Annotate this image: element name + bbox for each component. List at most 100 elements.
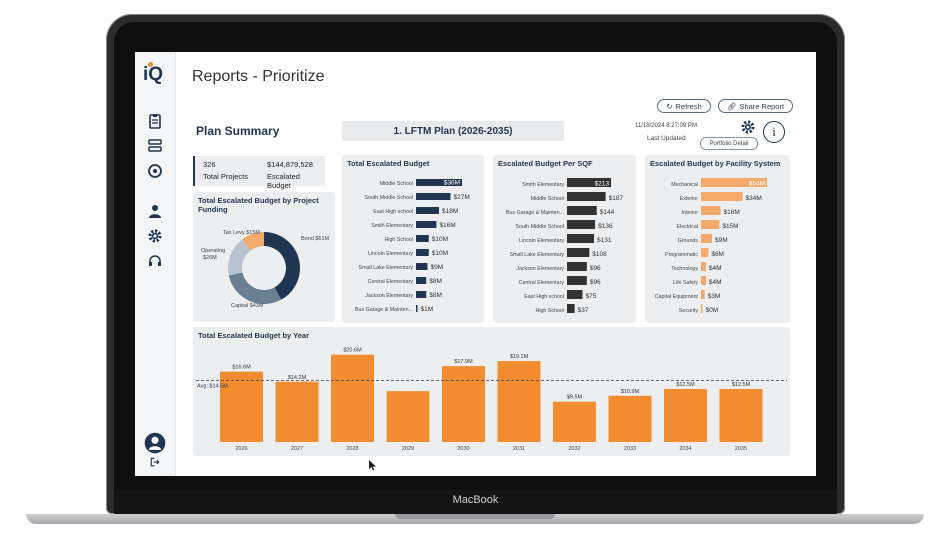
- year-bar: [497, 361, 541, 442]
- donut-slice: [242, 232, 264, 251]
- total-budget-chart: Middle School $36M South Middle School $27M…: [355, 179, 470, 313]
- clipboard-icon[interactable]: [146, 112, 164, 130]
- bar-value-label: $131: [597, 237, 612, 244]
- category-label: Security: [679, 308, 698, 314]
- funding-panel: Total Escalated Budget by Project Fundin…: [193, 192, 335, 322]
- category-label: Mechanical: [671, 182, 698, 188]
- plan-summary-heading: Plan Summary: [196, 124, 280, 138]
- logout-icon[interactable]: [149, 456, 161, 468]
- refresh-icon: ↻: [666, 101, 673, 111]
- mouse-cursor-icon: [369, 460, 376, 471]
- donut-label-value: $26M: [203, 255, 217, 261]
- logo-dot: [148, 62, 153, 67]
- dashboard-icon[interactable]: [146, 162, 164, 180]
- category-label: Central Elementary: [368, 279, 414, 285]
- app-logo[interactable]: iQ: [143, 64, 164, 85]
- donut-label: Tax Levy $15M: [223, 230, 260, 236]
- category-label: Grounds: [678, 238, 699, 244]
- bar-value-label: $36M: [444, 180, 460, 187]
- year-bar: [386, 391, 430, 442]
- year-tick-label: 2027: [291, 446, 303, 452]
- category-label: Jackson Elementary: [516, 266, 564, 272]
- category-label: High School: [535, 308, 564, 314]
- donut-label: Bond $61M: [301, 236, 330, 242]
- kpi-card: 326 Total Projects $144,879,528 Escalate…: [193, 156, 325, 190]
- bar: [567, 234, 595, 243]
- bar-value-label: $27M: [454, 194, 470, 201]
- category-label: Lincoln Elementary: [368, 251, 413, 257]
- gear-icon[interactable]: [146, 227, 164, 245]
- year-tick-label: 2034: [679, 446, 691, 452]
- bar-value-label: $10M: [432, 236, 448, 243]
- timestamp: 11/18/2024 8:27:09 PM: [635, 123, 697, 129]
- year-tick-label: 2030: [457, 446, 469, 452]
- year-bar: [608, 395, 652, 442]
- plan-selector[interactable]: 1. LFTM Plan (2026-2035): [342, 121, 564, 141]
- bar: [416, 221, 437, 228]
- category-label: Programmatic: [665, 252, 698, 258]
- year-bar: [331, 354, 374, 442]
- funding-donut-chart: Bond $61M Capital $43M Operating$26M Tax Le…: [201, 230, 330, 309]
- category-label: Jackson Elementary: [365, 293, 413, 299]
- share-report-button[interactable]: 🔗︎ Share Report: [718, 99, 793, 113]
- per-sqf-chart: Smith Elementary $213 Middle School $187 Bus…: [506, 178, 623, 314]
- category-label: Technology: [671, 266, 698, 272]
- bar: [701, 178, 767, 187]
- category-label: Small Lake Elementary: [359, 265, 414, 271]
- donut-slice: [228, 239, 251, 276]
- bar: [416, 305, 418, 312]
- category-label: Life Safety: [673, 280, 698, 286]
- bar: [701, 262, 706, 271]
- bar: [567, 276, 587, 285]
- year-value-label: $10.9M: [621, 389, 640, 395]
- headset-icon[interactable]: [146, 252, 164, 270]
- bar: [416, 193, 451, 200]
- by-year-title: Total Escalated Budget by Year: [198, 331, 310, 340]
- category-label: Small Lake Elementary: [510, 252, 565, 258]
- year-value-label: $14.2M: [288, 375, 307, 381]
- bar: [567, 304, 575, 313]
- category-label: East High school: [524, 294, 564, 300]
- total-projects-label: Total Projects: [203, 172, 249, 181]
- total-budget-panel: Total Escalated Budget Middle School $36M…: [342, 155, 484, 323]
- year-value-label: $12.5M: [732, 382, 751, 388]
- bar-value-label: $16M: [724, 209, 740, 216]
- per-sqf-title: Escalated Budget Per SQF: [498, 159, 593, 168]
- bar: [567, 192, 606, 201]
- bar-value-label: $136: [598, 223, 613, 230]
- facility-system-panel: Escalated Budget by Facility System Mech…: [645, 155, 790, 323]
- bar-value-label: $3M: [708, 293, 721, 300]
- bar: [567, 206, 597, 215]
- portfolio-detail-button[interactable]: Portfolio Detail: [700, 137, 758, 150]
- year-tick-label: 2028: [346, 446, 358, 452]
- bar-value-label: $16M: [439, 222, 455, 229]
- list-icon[interactable]: [146, 137, 164, 155]
- account-icon[interactable]: [144, 432, 166, 454]
- average-label: Avg: $14.5M: [197, 384, 228, 390]
- settings-gear-icon[interactable]: [740, 119, 756, 135]
- total-projects-value: 326: [203, 160, 216, 169]
- refresh-button[interactable]: ↻ Refresh: [657, 99, 711, 113]
- per-sqf-panel: Escalated Budget Per SQF Smith Elementar…: [493, 155, 636, 323]
- year-tick-label: 2026: [235, 446, 247, 452]
- year-value-label: $17.9M: [454, 359, 473, 365]
- bar: [416, 249, 429, 256]
- category-label: Central Elementary: [519, 280, 565, 286]
- bar-value-label: $9M: [715, 237, 728, 244]
- bar-value-label: $18M: [442, 208, 458, 215]
- bar: [567, 262, 587, 271]
- bar: [701, 234, 712, 243]
- year-bar: [719, 389, 763, 442]
- bar: [701, 290, 705, 299]
- category-label: Lincoln Elementary: [519, 238, 564, 244]
- category-label: South Middle School: [364, 195, 413, 201]
- year-value-label: $19.1M: [510, 354, 529, 360]
- category-label: Exterior: [680, 196, 698, 202]
- year-tick-label: 2032: [568, 446, 580, 452]
- bar-value-label: $15M: [722, 223, 738, 230]
- bar-value-label: $108: [592, 251, 607, 258]
- category-label: High School: [384, 237, 413, 243]
- bar-value-label: $1M: [421, 306, 434, 313]
- info-button[interactable]: i: [763, 121, 785, 143]
- user-icon[interactable]: [146, 202, 164, 220]
